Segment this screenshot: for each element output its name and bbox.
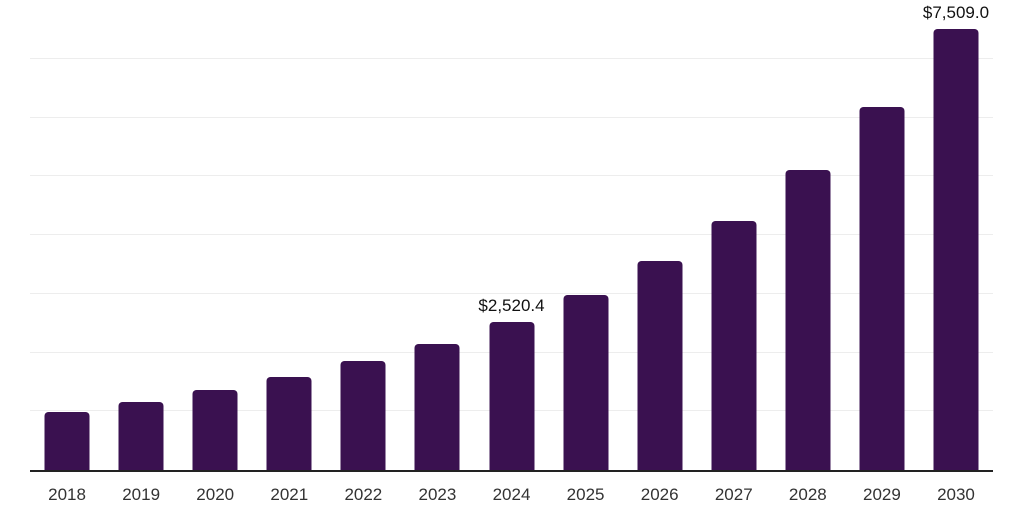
bar-2021 (266, 377, 312, 470)
bar-value-label-2030: $7,509.0 (922, 2, 990, 22)
bar-2027 (711, 220, 757, 470)
x-tick-label-2026: 2026 (640, 485, 679, 504)
x-tick-label-2021: 2021 (270, 485, 309, 504)
bar-slot-2022 (326, 0, 400, 470)
gridline-4000 (30, 234, 993, 235)
bar-2020 (192, 390, 238, 470)
x-tick-label-2028: 2028 (788, 485, 827, 504)
x-tick-label-2030: 2030 (937, 485, 975, 504)
x-tick-label-2022: 2022 (344, 485, 383, 504)
bar-slot-2025 (549, 0, 623, 470)
gridline-5000 (30, 175, 993, 177)
x-tick-label-2023: 2023 (418, 485, 457, 504)
bar-2025 (563, 294, 609, 470)
gridline-6000 (30, 116, 993, 118)
x-axis-labels: 2018 2019 2020 2021 2022 2023 2024 2025 2026 2027… (30, 472, 993, 505)
bar-2030 (933, 28, 979, 470)
bar-slot-2023 (400, 0, 474, 470)
bar-2024 (489, 321, 534, 470)
x-tick-label-2029: 2029 (862, 485, 901, 504)
bar-slot-2026 (623, 0, 697, 470)
bar-2022 (340, 361, 386, 470)
bar-slot-2024: $2,520.4 (474, 0, 548, 470)
x-tick-label-2020: 2020 (196, 485, 235, 504)
x-tick-label-2025: 2025 (566, 485, 605, 504)
bar-slot-2020 (178, 0, 252, 470)
bar-2026 (637, 260, 683, 470)
gridline-3000 (30, 292, 993, 294)
x-tick-label-2019: 2019 (122, 485, 161, 504)
x-tick-label-2027: 2027 (714, 485, 753, 504)
bar-2029 (859, 106, 905, 470)
plot-area: $2,520.4 $7,509.0 (30, 0, 993, 470)
bar-2018 (44, 412, 90, 470)
gridline-7000 (30, 57, 993, 59)
bar-slot-2029 (845, 0, 919, 470)
x-axis-line (30, 470, 993, 472)
bar-slot-2028 (771, 0, 845, 470)
bar-slot-2021 (252, 0, 326, 470)
bar-slot-2018 (30, 0, 104, 470)
bar-2028 (785, 169, 831, 470)
bar-2023 (414, 343, 460, 470)
bar-slot-2027 (697, 0, 771, 470)
x-tick-label-2018: 2018 (48, 485, 86, 504)
bar-slot-2019 (104, 0, 178, 470)
x-tick-label-2024: 2024 (492, 485, 531, 504)
bar-slot-2030: $7,509.0 (919, 0, 993, 470)
bar-2019 (118, 402, 164, 470)
bar-value-label-2024: $2,520.4 (478, 295, 545, 315)
